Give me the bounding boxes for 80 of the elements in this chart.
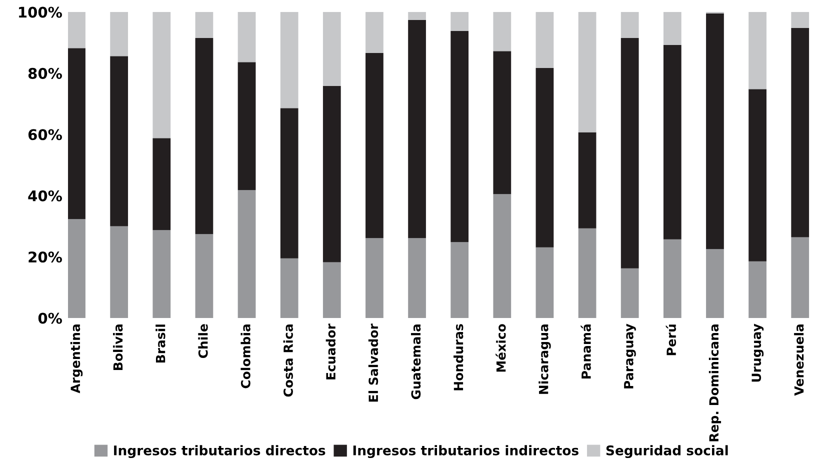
bar: [578, 228, 596, 318]
bar: [578, 132, 596, 228]
bar: [238, 62, 256, 190]
bar: [68, 219, 86, 318]
bar: [110, 56, 128, 226]
y-tick-label: 100%: [19, 6, 62, 18]
bar: [663, 12, 682, 46]
bar: [791, 28, 810, 238]
x-tick-label: Paraguay: [624, 324, 636, 388]
bar: [408, 238, 426, 318]
bar: [536, 68, 554, 248]
bar: [366, 53, 384, 238]
x-tick-label: Argentina: [70, 324, 83, 394]
bar: [450, 242, 469, 318]
x-tick-label: Uruguay: [752, 324, 764, 382]
bar: [322, 262, 341, 318]
bar: [195, 38, 214, 234]
x-tick-label: Honduras: [454, 324, 464, 390]
x-tick-label: Nicaragua: [538, 324, 551, 394]
x-tick-label: Brasil: [156, 324, 166, 363]
x-tick-label: México: [496, 324, 506, 372]
bar: [706, 249, 724, 318]
bar: [110, 12, 128, 56]
x-tick-label: Ecuador: [326, 324, 336, 380]
bar: [620, 38, 639, 268]
bar: [450, 30, 469, 242]
bar: [536, 247, 554, 318]
y-tick-label: 40%: [28, 190, 62, 202]
bar: [620, 268, 639, 318]
legend-label: Ingresos tributarios directos: [114, 445, 326, 458]
x-tick-label: Colombia: [240, 324, 250, 388]
bar: [450, 12, 469, 31]
bar: [322, 86, 341, 262]
x-tick-label: Venezuela: [794, 324, 804, 396]
bar: [408, 12, 426, 20]
bar: [663, 239, 682, 318]
bar: [408, 20, 426, 238]
x-tick-label: Bolivia: [113, 324, 123, 370]
x-tick-label: Perú: [666, 324, 676, 356]
bar: [280, 108, 298, 258]
bar: [68, 12, 86, 48]
bar: [493, 194, 512, 318]
bar: [152, 12, 171, 138]
bar: [706, 14, 724, 250]
bar: [536, 12, 554, 68]
bar: [748, 261, 766, 318]
bar: [791, 12, 810, 28]
bar: [663, 45, 682, 240]
bar: [322, 12, 341, 86]
bar: [578, 12, 596, 132]
bar: [110, 226, 128, 318]
bar: [280, 258, 298, 318]
x-tick-label: Chile: [198, 324, 208, 358]
bar: [195, 234, 214, 318]
y-tick-label: 60%: [28, 129, 62, 140]
x-tick-label: Guatemala: [410, 324, 421, 400]
bar: [238, 190, 256, 318]
x-tick-label: El Salvador: [368, 324, 378, 402]
legend-label: Seguridad social: [606, 445, 728, 458]
legend-label: Ingresos tributarios indirectos: [353, 445, 578, 458]
bar: [748, 89, 766, 262]
x-tick-label: Panamá: [580, 324, 591, 378]
bar: [366, 12, 384, 54]
bar: [620, 12, 639, 38]
bar: [791, 237, 810, 318]
bar: [238, 12, 256, 62]
x-tick-label: Rep. Dominicana: [708, 324, 722, 442]
bar: [195, 12, 214, 38]
y-tick-label: 80%: [28, 68, 62, 79]
y-tick-label: 20%: [28, 252, 62, 263]
bar: [68, 48, 86, 220]
y-tick-label: 0%: [38, 312, 62, 324]
x-tick-label: Costa Rica: [283, 324, 293, 397]
bar: [366, 238, 384, 318]
bar: [748, 12, 766, 90]
bar: [152, 138, 171, 230]
bar: [493, 12, 512, 52]
bar: [280, 12, 298, 108]
bar: [152, 230, 171, 318]
bar: [493, 51, 512, 194]
